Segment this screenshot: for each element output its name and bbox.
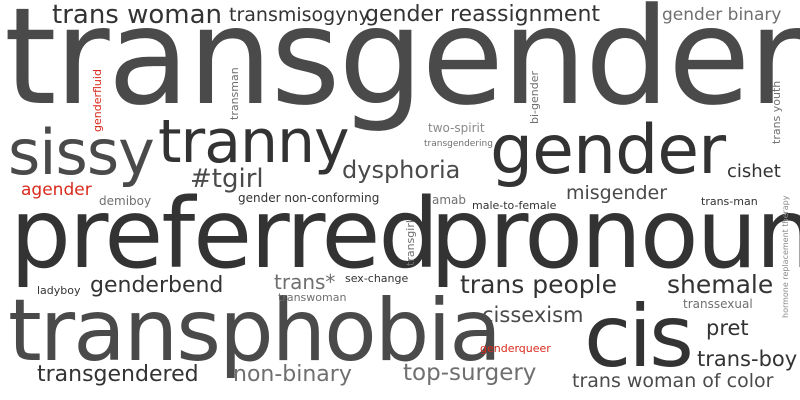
word-trans-woman: trans woman <box>52 0 223 30</box>
word-trans-youth: trans youth <box>770 80 783 144</box>
word-cis: cis <box>584 287 694 387</box>
word-demiboy: demiboy <box>99 194 152 208</box>
word-gender-non-conforming: gender non-conforming <box>238 191 380 205</box>
word-genderqueer: genderqueer <box>480 342 551 355</box>
word-male-to-female: male-to-female <box>472 199 557 212</box>
word-pret: pret <box>706 316 749 340</box>
word-non-binary: non-binary <box>233 362 352 387</box>
word-agender: agender <box>21 180 92 200</box>
word-amab: amab <box>432 193 467 207</box>
word-trans-woman-of-color: trans woman of color <box>572 370 774 392</box>
word-trans-man: trans-man <box>701 195 758 208</box>
word-misgender: misgender <box>566 182 668 204</box>
word-transphobia: transphobia <box>8 281 502 381</box>
word-cishet: cishet <box>727 161 781 182</box>
word-gender-reassignment: gender reassignment <box>365 2 601 27</box>
word-tranny: tranny <box>158 107 350 177</box>
word-hormone-replacement-therapy: hormone replacement therapy <box>781 195 790 319</box>
word-trans-people: trans people <box>460 270 617 299</box>
word-preferred: preferred <box>10 178 439 290</box>
word-genderfluid: genderfluid <box>91 69 104 132</box>
word-pronoun: pronoun <box>430 178 800 290</box>
word-cissexism: cissexism <box>482 303 584 327</box>
word-bi-gender: bi-gender <box>528 70 541 124</box>
word-genderbend: genderbend <box>90 273 224 298</box>
word-top-surgery: top-surgery <box>403 360 537 386</box>
word-sissy: sissy <box>8 116 155 189</box>
word-trans-star: trans* <box>274 270 336 294</box>
word-gender: gender <box>490 111 726 190</box>
word-transman: transman <box>228 67 241 120</box>
word-transsexual: transsexual <box>683 297 753 311</box>
word-gender-binary: gender binary <box>662 5 782 25</box>
word-transmisogyny: transmisogyny <box>229 4 370 26</box>
word-transgendered: transgendered <box>37 362 199 387</box>
word-transgender: transgender <box>4 0 800 135</box>
word-trans-boy: trans-boy <box>697 347 798 371</box>
word-ladyboy: ladyboy <box>37 284 81 297</box>
word-shemale: shemale <box>667 270 774 299</box>
word-two-spirit: two-spirit <box>428 121 485 135</box>
word-tgirl: #tgirl <box>190 164 264 194</box>
word-dysphoria: dysphoria <box>342 156 461 184</box>
word-transgendering: transgendering <box>424 139 493 149</box>
word-transgirl: transgirl <box>404 220 417 266</box>
word-transwoman: transwoman <box>278 291 347 304</box>
word-sex-change: sex-change <box>345 272 409 285</box>
